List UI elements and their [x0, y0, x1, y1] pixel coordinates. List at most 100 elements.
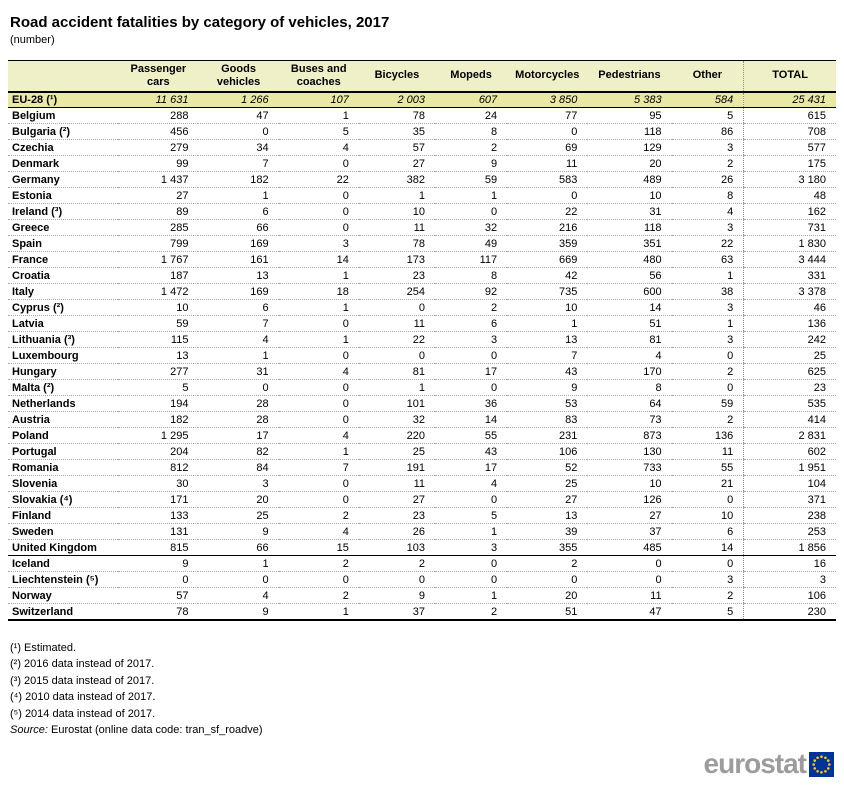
- data-cell: 238: [743, 507, 836, 525]
- data-cell: 66: [198, 219, 279, 237]
- data-cell: 3: [743, 571, 836, 589]
- header-row: Passenger cars Goods vehicles Buses and …: [8, 59, 836, 93]
- data-cell: 51: [587, 315, 672, 333]
- header-motorcycles: Motorcycles: [507, 59, 588, 93]
- data-cell: 43: [507, 363, 588, 381]
- data-cell: 2: [278, 507, 359, 525]
- data-cell: 873: [587, 427, 672, 445]
- data-cell: 231: [507, 427, 588, 445]
- data-cell: 82: [198, 443, 279, 461]
- data-cell: 1: [278, 331, 359, 349]
- data-cell: 17: [198, 427, 279, 445]
- data-cell: 38: [671, 283, 744, 301]
- data-cell: 47: [587, 603, 672, 621]
- data-cell: 735: [507, 283, 588, 301]
- data-cell: 5: [435, 507, 508, 525]
- data-cell: 18: [278, 283, 359, 301]
- data-cell: 115: [118, 331, 199, 349]
- data-cell: 7: [198, 155, 279, 173]
- data-cell: 42: [507, 267, 588, 285]
- data-cell: 277: [118, 363, 199, 381]
- data-cell: 8: [435, 267, 508, 285]
- data-cell: 4: [278, 363, 359, 381]
- data-cell: 731: [743, 219, 836, 237]
- data-cell: 23: [358, 507, 435, 525]
- data-cell: 254: [358, 283, 435, 301]
- data-cell: 3 180: [743, 171, 836, 189]
- row-label: Greece: [8, 219, 119, 237]
- row-label: United Kingdom: [8, 539, 119, 557]
- row-label: Estonia: [8, 187, 119, 205]
- data-cell: 1 266: [198, 91, 279, 109]
- data-cell: 0: [671, 555, 744, 573]
- data-cell: 106: [507, 443, 588, 461]
- row-label: Luxembourg: [8, 347, 119, 365]
- header-goods-vehicles: Goods vehicles: [198, 59, 279, 93]
- data-cell: 1: [507, 315, 588, 333]
- data-cell: 3: [435, 331, 508, 349]
- data-cell: 162: [743, 203, 836, 221]
- data-cell: 2: [435, 299, 508, 317]
- data-cell: 3: [671, 299, 744, 317]
- source-text: Eurostat (online data code: tran_sf_road…: [50, 724, 263, 737]
- data-cell: 161: [198, 251, 279, 269]
- data-cell: 77: [507, 107, 588, 125]
- row-label: Latvia: [8, 315, 119, 333]
- data-cell: 22: [358, 331, 435, 349]
- data-cell: 191: [358, 459, 435, 477]
- row-label: Czechia: [8, 139, 119, 157]
- data-cell: 359: [507, 235, 588, 253]
- data-cell: 733: [587, 459, 672, 477]
- table-row: Estonia 27 1 0 1 1 0 10 8 48: [8, 187, 836, 205]
- data-cell: 0: [118, 571, 199, 589]
- data-cell: 1: [671, 315, 744, 333]
- data-cell: 10: [118, 299, 199, 317]
- data-cell: 83: [507, 411, 588, 429]
- row-label: Ireland (³): [8, 203, 119, 221]
- row-label: Hungary: [8, 363, 119, 381]
- data-cell: 0: [507, 571, 588, 589]
- data-cell: 56: [587, 267, 672, 285]
- data-cell: 133: [118, 507, 199, 525]
- data-cell: 35: [358, 123, 435, 141]
- data-cell: 2: [278, 587, 359, 605]
- data-cell: 414: [743, 411, 836, 429]
- data-cell: 0: [198, 571, 279, 589]
- table-row: Portugal 204 82 1 25 43 106 130 11 602: [8, 443, 836, 461]
- eu-flag-icon: [809, 751, 834, 777]
- data-cell: 11: [358, 219, 435, 237]
- data-cell: 371: [743, 491, 836, 509]
- data-cell: 2 003: [358, 91, 435, 109]
- data-cell: 103: [358, 539, 435, 557]
- data-cell: 708: [743, 123, 836, 141]
- data-cell: 1: [435, 587, 508, 605]
- data-cell: 0: [278, 203, 359, 221]
- data-cell: 17: [435, 363, 508, 381]
- table-row: Ireland (³) 89 6 0 10 0 22 31 4 162: [8, 203, 836, 221]
- table-row: Croatia 187 13 1 23 8 42 56 1 331: [8, 267, 836, 285]
- data-cell: 480: [587, 251, 672, 269]
- table-row: Belgium 288 47 1 78 24 77 95 5 615: [8, 107, 836, 125]
- data-cell: 25: [507, 475, 588, 493]
- data-cell: 2: [278, 555, 359, 573]
- data-cell: 25: [198, 507, 279, 525]
- row-label: Lithuania (³): [8, 331, 119, 349]
- data-cell: 57: [358, 139, 435, 157]
- data-cell: 1: [278, 267, 359, 285]
- data-cell: 3: [198, 475, 279, 493]
- table-row: Germany 1 437 182 22 382 59 583 489 26 3 180: [8, 171, 836, 189]
- data-cell: 64: [587, 395, 672, 413]
- data-cell: 285: [118, 219, 199, 237]
- data-cell: 0: [358, 299, 435, 317]
- data-cell: 118: [587, 123, 672, 141]
- data-cell: 169: [198, 235, 279, 253]
- data-cell: 1 767: [118, 251, 199, 269]
- data-cell: 0: [587, 555, 672, 573]
- data-cell: 37: [587, 523, 672, 541]
- data-cell: 27: [118, 187, 199, 205]
- row-label: Slovenia: [8, 475, 119, 493]
- data-cell: 170: [587, 363, 672, 381]
- data-cell: 0: [278, 475, 359, 493]
- data-cell: 37: [358, 603, 435, 621]
